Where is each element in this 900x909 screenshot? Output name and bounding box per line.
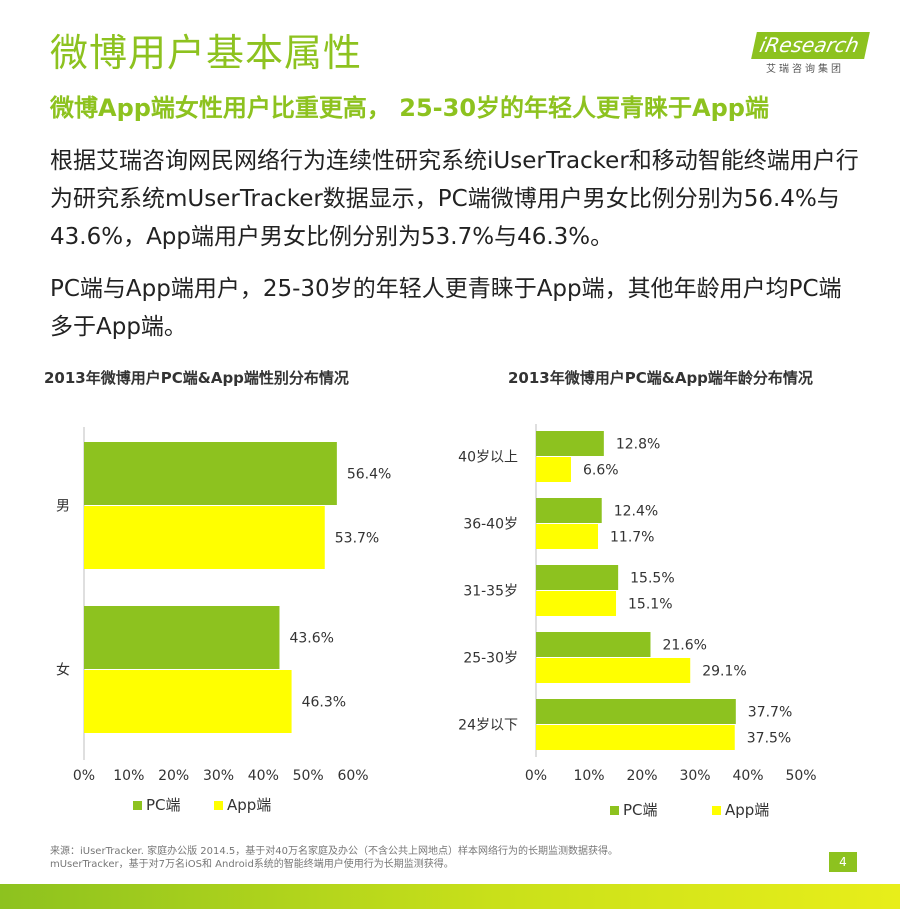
age-x-tick-label: 40% (732, 768, 763, 784)
age-legend-label: App端 (725, 801, 769, 819)
age-legend-label: PC端 (623, 801, 658, 819)
age-chart-title: 2013年微博用户PC端&App端年龄分布情况 (508, 369, 813, 387)
gender-bar-pc (84, 606, 280, 669)
body-paragraph-2: PC端与App端用户，25-30岁的年轻人更青睐于App端，其他年龄用户均PC端… (50, 276, 842, 340)
age-bar-pc (536, 699, 736, 724)
gender-category-label: 男 (56, 499, 70, 515)
age-data-label: 37.5% (747, 731, 791, 747)
age-data-label: 15.5% (630, 571, 674, 587)
gender-x-tick-label: 60% (337, 768, 368, 784)
age-data-label: 15.1% (628, 597, 672, 613)
gender-data-label: 43.6% (289, 631, 333, 647)
gender-legend-swatch-app (214, 801, 223, 810)
gender-x-tick-label: 0% (73, 768, 95, 784)
age-category-label: 40岁以上 (458, 450, 518, 466)
logo-subtitle: 艾瑞咨询集团 (766, 64, 844, 75)
gender-data-label: 56.4% (347, 467, 391, 483)
age-bar-app (536, 658, 691, 683)
gender-chart-title: 2013年微博用户PC端&App端性别分布情况 (44, 369, 349, 387)
age-x-tick-label: 50% (785, 768, 816, 784)
age-category-label: 25-30岁 (463, 651, 518, 667)
page-subtitle: 微博App端女性用户比重更高， 25-30岁的年轻人更青睐于App端 (50, 94, 769, 122)
age-legend-swatch-pc (610, 806, 619, 815)
gender-x-tick-label: 30% (203, 768, 234, 784)
age-bar-pc (536, 632, 651, 657)
age-data-label: 37.7% (748, 705, 792, 721)
age-x-tick-label: 10% (573, 768, 604, 784)
gender-data-label: 53.7% (335, 531, 379, 547)
page-number: 4 (829, 852, 857, 872)
age-data-label: 11.7% (610, 530, 654, 546)
age-bar-pc (536, 565, 619, 590)
age-data-label: 21.6% (662, 638, 706, 654)
age-x-tick-label: 20% (626, 768, 657, 784)
age-category-label: 36-40岁 (463, 517, 518, 533)
age-bar-app (536, 457, 571, 482)
gender-x-tick-label: 50% (293, 768, 324, 784)
source-note: 来源：iUserTracker. 家庭办公版 2014.5，基于对40万名家庭及… (50, 845, 618, 871)
gender-bar-app (84, 506, 325, 569)
gender-x-tick-label: 10% (113, 768, 144, 784)
age-legend-swatch-app (712, 806, 721, 815)
bottom-accent-bar (0, 884, 900, 909)
body-paragraph-1: 根据艾瑞咨询网民网络行为连续性研究系统iUserTracker和移动智能终端用户… (50, 148, 859, 250)
age-x-tick-label: 30% (679, 768, 710, 784)
age-x-tick-label: 0% (525, 768, 547, 784)
age-data-label: 6.6% (583, 463, 619, 479)
age-category-label: 31-35岁 (463, 584, 518, 600)
age-bar-app (536, 725, 735, 750)
gender-data-label: 46.3% (302, 695, 346, 711)
age-data-label: 12.4% (614, 504, 658, 520)
age-bar-app (536, 524, 599, 549)
source-line-2: mUserTracker，基于对7万名iOS和 Android系统的智能终端用户… (50, 859, 454, 870)
source-line-1: 来源：iUserTracker. 家庭办公版 2014.5，基于对40万名家庭及… (50, 846, 618, 857)
gender-bar-app (84, 670, 292, 733)
age-bar-app (536, 591, 617, 616)
gender-legend-swatch-pc (133, 801, 142, 810)
gender-x-tick-label: 40% (248, 768, 279, 784)
age-bar-pc (536, 498, 602, 523)
age-data-label: 29.1% (702, 664, 746, 680)
gender-legend-label: App端 (227, 796, 271, 814)
gender-legend-label: PC端 (146, 796, 181, 814)
iresearch-logo: iResearch 艾瑞咨询集团 (744, 26, 870, 86)
age-data-label: 12.8% (616, 437, 660, 453)
page-title: 微博用户基本属性 (50, 31, 363, 75)
age-bar-pc (536, 431, 604, 456)
age-category-label: 24岁以下 (458, 718, 518, 734)
gender-category-label: 女 (56, 662, 70, 679)
gender-x-tick-label: 20% (158, 768, 189, 784)
gender-bar-pc (84, 442, 337, 505)
